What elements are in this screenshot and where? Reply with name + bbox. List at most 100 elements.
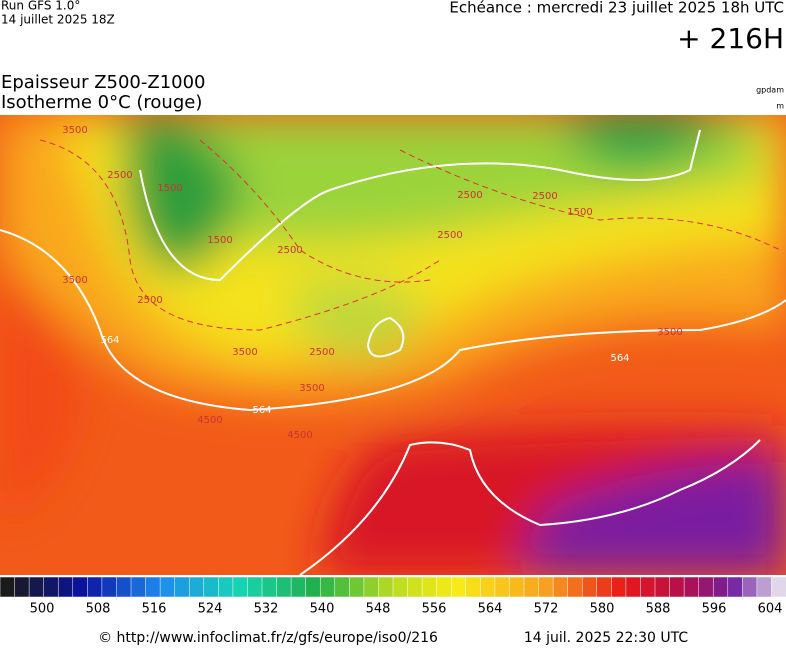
colorbar-label: 556	[422, 602, 447, 617]
colorbar: 500 508 516 524 532 540 548 556 564 572 580 588 596 6…	[0, 576, 786, 617]
colorbar-swatch	[669, 576, 685, 598]
contour-label: 1500	[567, 207, 592, 218]
colorbar-swatch	[407, 576, 423, 598]
contour-label: 3500	[232, 347, 257, 358]
colorbar-label: 516	[142, 602, 167, 617]
colorbar-swatch	[567, 576, 583, 598]
map-subtitle: Isotherme 0°C (rouge)	[1, 92, 202, 113]
colorbar-swatch	[538, 576, 554, 598]
colorbar-swatch	[174, 576, 190, 598]
colorbar-label: 588	[646, 602, 671, 617]
contour-label: 3500	[62, 275, 87, 286]
colorbar-swatch	[334, 576, 351, 598]
contour-label: 1500	[207, 235, 232, 246]
colorbar-swatch	[203, 576, 220, 598]
colorbar-label: 596	[702, 602, 727, 617]
colorbar-swatch	[232, 576, 249, 598]
contour-label: 564	[252, 405, 271, 416]
contour-label: 564	[610, 353, 629, 364]
colorbar-swatch	[319, 576, 336, 598]
contour-label: 1500	[157, 183, 182, 194]
thickness-field	[0, 115, 786, 575]
colorbar-swatch	[683, 576, 700, 598]
colorbar-swatch	[480, 576, 496, 598]
colorbar-swatch	[581, 576, 598, 598]
run-date: 14 juillet 2025 18Z	[1, 13, 115, 27]
source-footer: © http://www.infoclimat.fr/z/gfs/europe/…	[98, 630, 438, 646]
colorbar-swatch	[611, 576, 627, 598]
colorbar-swatch	[218, 576, 234, 598]
map-title: Epaisseur Z500-Z1000	[1, 72, 206, 93]
colorbar-swatch	[14, 576, 30, 598]
issued-footer: 14 juil. 2025 22:30 UTC	[524, 630, 689, 646]
contour-label: 564	[100, 335, 119, 346]
colorbar-swatch	[698, 576, 714, 598]
contour-label: 4500	[197, 415, 222, 426]
colorbar-swatch	[742, 576, 758, 598]
colorbar-swatch	[465, 576, 482, 598]
run-label: Run GFS 1.0°	[1, 0, 80, 13]
colorbar-swatch	[494, 576, 511, 598]
colorbar-swatch	[552, 576, 569, 598]
colorbar-swatch	[392, 576, 409, 598]
contour-label: 2500	[107, 170, 132, 181]
colorbar-swatch	[188, 576, 205, 598]
colorbar-label: 580	[590, 602, 615, 617]
colorbar-swatch	[261, 576, 278, 598]
colorbar-swatch	[363, 576, 380, 598]
contour-label: 2500	[457, 190, 482, 201]
colorbar-label: 532	[254, 602, 279, 617]
map: 3500 2500 1500 2500 1500 2500 2500 2500 1500 3500…	[0, 115, 786, 575]
unit-label: m	[776, 102, 784, 111]
colorbar-label: 604	[758, 602, 783, 617]
contour-label: 3500	[62, 125, 87, 136]
colorbar-swatch	[771, 576, 786, 598]
colorbar-label: 508	[86, 602, 111, 617]
colorbar-swatch	[640, 576, 656, 598]
contour-label: 2500	[309, 347, 334, 358]
colorbar-swatch	[0, 576, 16, 598]
colorbar-label: 572	[534, 602, 559, 617]
colorbar-swatch	[450, 576, 467, 598]
colorbar-label: 540	[310, 602, 335, 617]
contour-label: 2500	[437, 230, 462, 241]
colorbar-swatch	[116, 576, 132, 598]
colorbar-swatch	[87, 576, 103, 598]
contour-label: 2500	[277, 245, 302, 256]
colorbar-swatch	[625, 576, 642, 598]
colorbar-swatch	[28, 576, 45, 598]
colorbar-swatch	[436, 576, 452, 598]
colorbar-swatch	[349, 576, 365, 598]
colorbar-swatch	[712, 576, 729, 598]
forecast-label: Echéance : mercredi 23 juillet 2025 18h …	[449, 0, 784, 17]
contour-label: 4500	[287, 430, 312, 441]
colorbar-swatch	[276, 576, 292, 598]
colorbar-swatch	[43, 576, 59, 598]
colorbar-swatch	[509, 576, 525, 598]
contour-label: 2500	[137, 295, 162, 306]
contour-label: 3500	[657, 327, 682, 338]
colorbar-swatch	[378, 576, 394, 598]
colorbar-swatch	[756, 576, 773, 598]
colorbar-label: 524	[198, 602, 223, 617]
unit-label: gpdam	[756, 86, 784, 95]
lead-time: + 216H	[677, 22, 784, 55]
colorbar-swatch	[57, 576, 74, 598]
colorbar-swatch	[596, 576, 613, 598]
colorbar-swatch	[421, 576, 438, 598]
colorbar-swatch	[305, 576, 321, 598]
colorbar-swatch	[130, 576, 147, 598]
colorbar-swatch	[72, 576, 89, 598]
colorbar-swatch	[159, 576, 176, 598]
colorbar-label: 500	[30, 602, 55, 617]
colorbar-label: 548	[366, 602, 391, 617]
colorbar-swatch	[290, 576, 307, 598]
contour-label: 2500	[532, 191, 557, 202]
colorbar-label: 564	[478, 602, 503, 617]
colorbar-swatch	[247, 576, 263, 598]
colorbar-swatch	[101, 576, 118, 598]
contour-label: 3500	[299, 383, 324, 394]
colorbar-swatch	[654, 576, 671, 598]
